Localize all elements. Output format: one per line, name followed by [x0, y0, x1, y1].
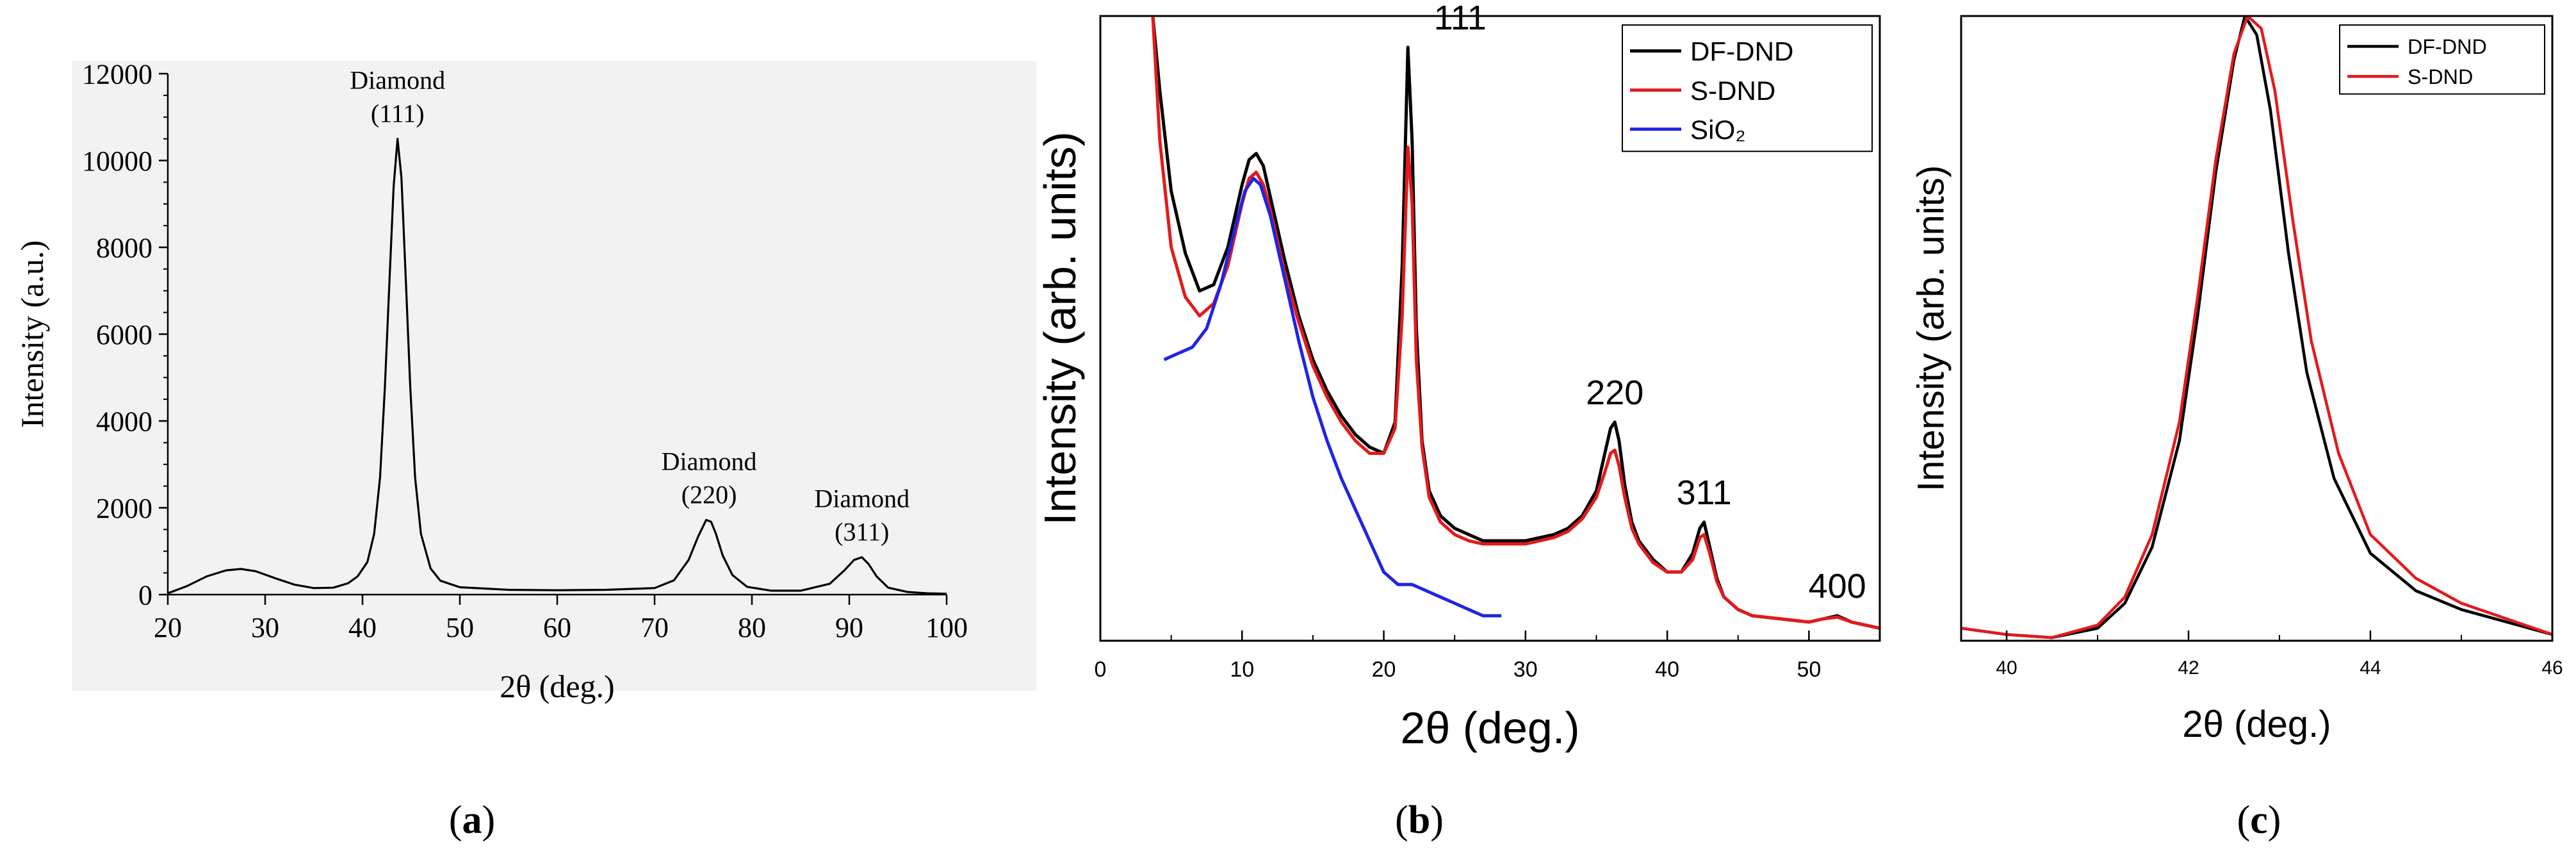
x-tick-label: 60	[543, 612, 571, 643]
legend-label: DF-DND	[1690, 37, 1793, 67]
x-tick-label: 40	[348, 612, 377, 643]
panel-label: (c)	[2237, 798, 2281, 842]
y-axis-label: Intensity (a.u.)	[14, 240, 50, 428]
legend-label: S-DND	[1690, 76, 1775, 106]
panel-label: (a)	[449, 798, 495, 842]
panel-label-paren: (	[1395, 798, 1408, 842]
plot-frame	[1099, 15, 1881, 642]
peak-annotation-label: 111	[1434, 0, 1487, 37]
x-tick-label: 42	[2178, 657, 2199, 679]
x-axis-label: 2θ (deg.)	[1400, 703, 1579, 753]
x-tick-label: 90	[835, 612, 863, 643]
x-tick-label: 46	[2541, 657, 2563, 679]
peak-annotation-label: Diamond	[814, 484, 909, 513]
panel-label-paren: (	[449, 798, 462, 842]
peak-annotation-label: 220	[1586, 374, 1643, 412]
series-line-3	[1163, 177, 1502, 618]
x-axis-label: 2θ (deg.)	[500, 668, 614, 704]
y-tick-label: 10000	[82, 145, 152, 177]
x-tick-label: 20	[1372, 657, 1396, 682]
panel-label-letter: a	[462, 798, 482, 842]
x-tick-label: 70	[640, 612, 669, 643]
legend-label: DF-DND	[2408, 35, 2487, 58]
y-tick-label: 2000	[96, 493, 152, 524]
x-tick-label: 10	[1230, 657, 1254, 682]
legend-label: S-DND	[2408, 65, 2473, 88]
peak-annotation-index: (111)	[371, 99, 425, 128]
peak-annotation-label: 311	[1677, 474, 1732, 512]
plot-frame	[1960, 15, 2554, 642]
legend-label: SiO₂	[1690, 115, 1746, 145]
series-group	[168, 138, 947, 595]
x-tick-label: 50	[446, 612, 474, 643]
x-tick-label: 80	[738, 612, 766, 643]
panel-b: 0 10 20 30 40 50 2θ (deg.) Intensity (arb. unit…	[1035, 0, 1881, 842]
x-tick-label: 50	[1797, 657, 1821, 682]
peak-annotation-label: Diamond	[350, 66, 445, 95]
y-tick-label: 6000	[96, 319, 152, 350]
x-tick-label: 30	[1513, 657, 1538, 682]
series-line-1	[168, 138, 947, 595]
x-tick-label: 0	[1095, 657, 1107, 682]
peak-annotation-label: Diamond	[662, 447, 757, 475]
x-tick-label: 40	[1996, 657, 2017, 679]
legend-box	[2339, 24, 2545, 95]
peak-annotation-index: (311)	[835, 518, 889, 547]
y-tick-label: 0	[138, 579, 152, 611]
series-group	[1961, 16, 2552, 639]
x-tick-label: 44	[2360, 657, 2381, 679]
panel-c: 40 42 44 46 2θ (deg.) Intensity (arb. units) D…	[1911, 15, 2563, 842]
panel-a: 20 30 40 50 60 70 80 90 100 0 2000 4000 6000 8000 1000…	[14, 58, 1036, 842]
y-tick-label: 4000	[96, 406, 152, 437]
series-line-2	[1151, 16, 1880, 630]
x-tick-label: 20	[154, 612, 182, 643]
panel-label-paren: )	[1430, 798, 1444, 842]
series-line-1	[1151, 16, 1880, 630]
panel-label-paren: )	[482, 798, 496, 842]
x-tick-label: 40	[1655, 657, 1679, 682]
peak-annotation-label: 400	[1809, 567, 1866, 606]
panel-label-paren: )	[2268, 798, 2281, 842]
y-axis-label: Intensity (arb. units)	[1911, 165, 1952, 491]
panel-label: (b)	[1395, 798, 1444, 842]
panel-label-paren: (	[2237, 798, 2251, 842]
series-line-2	[1961, 16, 2552, 639]
series-group	[1151, 16, 1880, 630]
plot-background	[72, 61, 1036, 691]
y-tick-label: 8000	[96, 232, 152, 263]
peak-annotation-index: (220)	[681, 480, 737, 509]
x-tick-label: 30	[251, 612, 279, 643]
x-tick-label: 100	[925, 612, 968, 643]
series-line-1	[1961, 16, 2552, 639]
y-axis-label: Intensity (arb. units)	[1035, 131, 1085, 525]
panel-label-letter: b	[1408, 798, 1430, 842]
x-axis-label: 2θ (deg.)	[2182, 704, 2331, 745]
y-tick-label: 12000	[82, 58, 152, 90]
panel-label-letter: c	[2250, 798, 2268, 842]
